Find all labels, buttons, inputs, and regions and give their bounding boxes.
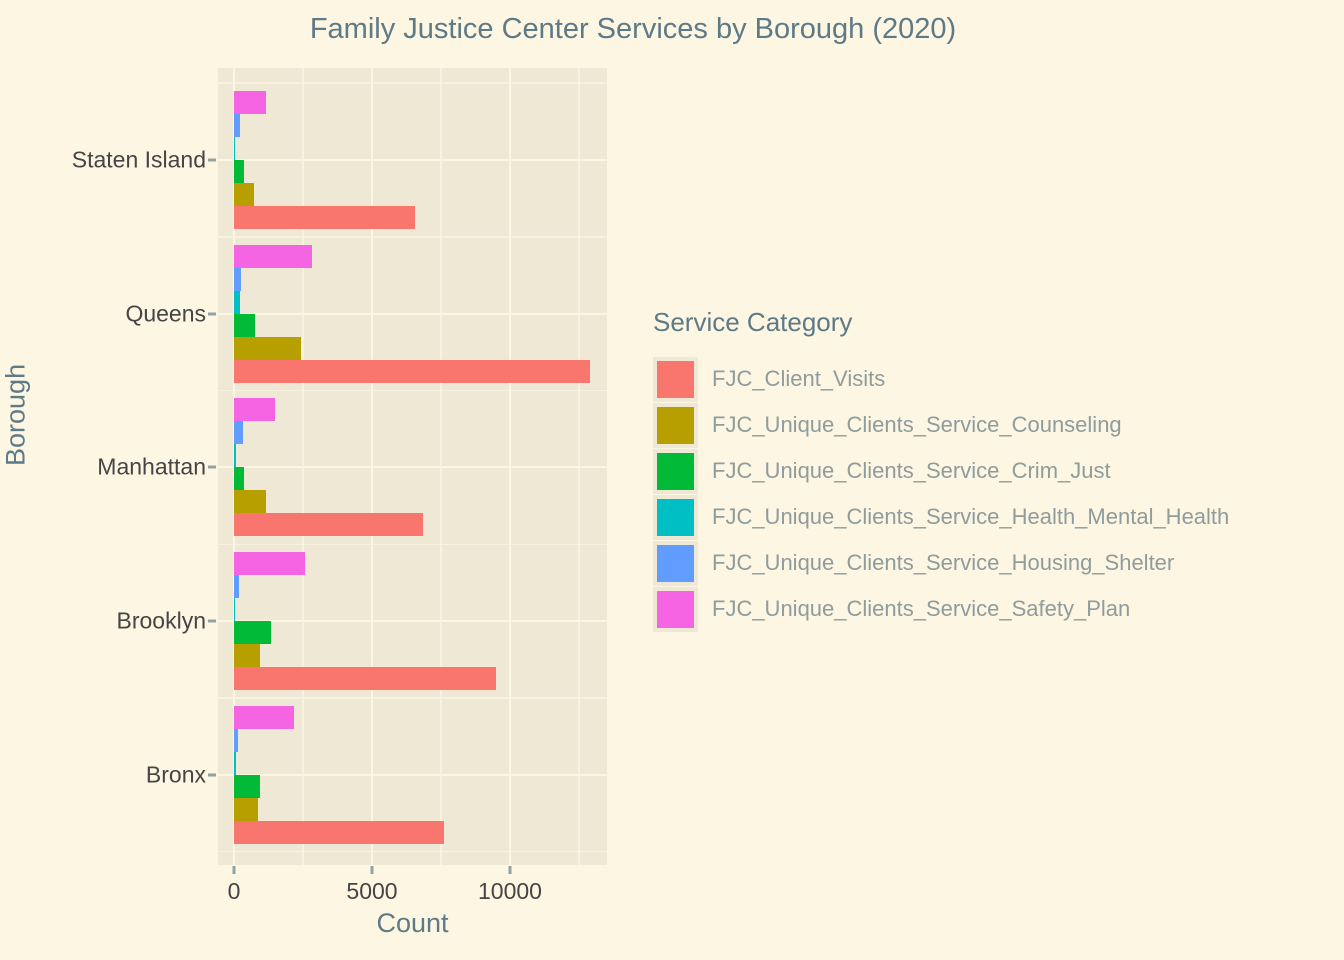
legend-item-fjc-unique-clients-service-safety-plan: FJC_Unique_Clients_Service_Safety_Plan bbox=[653, 586, 1229, 632]
minor-gridline-y-3 bbox=[218, 543, 607, 545]
y-tick-label-brooklyn: Brooklyn bbox=[116, 607, 206, 634]
bar-fjc-unique-clients-service-counseling-bronx bbox=[234, 797, 258, 821]
y-tick-mark-brooklyn bbox=[208, 619, 216, 623]
legend-key-fjc-unique-clients-service-housing-shelter bbox=[653, 540, 698, 586]
major-gridline-bronx bbox=[218, 773, 607, 776]
legend-label-fjc-unique-clients-service-crim-just: FJC_Unique_Clients_Service_Crim_Just bbox=[712, 458, 1111, 483]
x-tick-label-0: 0 bbox=[227, 878, 241, 904]
bar-fjc-unique-clients-service-safety-plan-bronx bbox=[234, 705, 294, 729]
y-tick-label-queens: Queens bbox=[125, 300, 206, 327]
x-axis-title: Count bbox=[376, 908, 449, 938]
x-tick-mark-10000 bbox=[508, 866, 512, 874]
bar-fjc-unique-clients-service-safety-plan-staten-island bbox=[234, 91, 266, 114]
legend: Service Category FJC_Client_Visits FJC_Un… bbox=[653, 307, 1229, 632]
bar-fjc-client-visits-manhattan bbox=[234, 513, 423, 537]
minor-gridline-y-1 bbox=[218, 236, 607, 238]
legend-item-fjc-unique-clients-service-crim-just: FJC_Unique_Clients_Service_Crim_Just bbox=[653, 448, 1229, 494]
y-tick-label-staten-island: Staten Island bbox=[71, 146, 206, 173]
plot-panel bbox=[218, 68, 607, 865]
legend-swatch-fjc-unique-clients-service-housing-shelter bbox=[657, 544, 694, 582]
bar-fjc-unique-clients-service-housing-shelter-bronx bbox=[234, 728, 238, 752]
legend-key-fjc-unique-clients-service-crim-just bbox=[653, 448, 698, 494]
y-tick-mark-manhattan bbox=[208, 465, 216, 469]
legend-swatch-fjc-unique-clients-service-counseling bbox=[657, 406, 694, 444]
bar-fjc-unique-clients-service-housing-shelter-manhattan bbox=[234, 421, 243, 445]
legend-key-fjc-unique-clients-service-health-mental-health bbox=[653, 494, 698, 540]
legend-swatch-fjc-client-visits bbox=[657, 360, 694, 398]
y-tick-label-manhattan: Manhattan bbox=[97, 453, 206, 480]
bar-fjc-client-visits-queens bbox=[234, 359, 590, 383]
legend-key-fjc-client-visits bbox=[653, 356, 698, 402]
legend-item-fjc-client-visits: FJC_Client_Visits bbox=[653, 356, 1229, 402]
x-tick-label-10000: 10000 bbox=[478, 878, 542, 904]
legend-items: FJC_Client_Visits FJC_Unique_Clients_Serv… bbox=[653, 356, 1229, 632]
minor-gridline-y-0 bbox=[218, 82, 607, 84]
y-axis-title: Borough bbox=[0, 363, 31, 466]
legend-swatch-fjc-unique-clients-service-health-mental-health bbox=[657, 498, 694, 536]
legend-swatch-fjc-unique-clients-service-safety-plan bbox=[657, 590, 694, 628]
x-tick-mark-0 bbox=[232, 866, 236, 874]
legend-swatch-fjc-unique-clients-service-crim-just bbox=[657, 452, 694, 490]
bar-fjc-unique-clients-service-counseling-manhattan bbox=[234, 490, 266, 514]
y-tick-label-bronx: Bronx bbox=[145, 761, 206, 788]
x-tick-mark-5000 bbox=[370, 866, 374, 874]
bar-fjc-unique-clients-service-counseling-brooklyn bbox=[234, 644, 260, 668]
x-tick-label-5000: 5000 bbox=[346, 878, 398, 904]
legend-label-fjc-unique-clients-service-health-mental-health: FJC_Unique_Clients_Service_Health_Mental… bbox=[712, 504, 1230, 529]
bar-fjc-unique-clients-service-housing-shelter-staten-island bbox=[234, 114, 240, 137]
minor-gridline-y-4 bbox=[218, 697, 607, 699]
legend-key-fjc-unique-clients-service-counseling bbox=[653, 402, 698, 448]
bar-fjc-unique-clients-service-health-mental-health-queens bbox=[234, 290, 240, 314]
bar-fjc-unique-clients-service-crim-just-manhattan bbox=[234, 467, 244, 491]
bar-fjc-client-visits-bronx bbox=[234, 820, 444, 844]
bar-fjc-unique-clients-service-health-mental-health-brooklyn bbox=[234, 598, 235, 622]
major-gridline-queens bbox=[218, 312, 607, 315]
bar-fjc-unique-clients-service-safety-plan-manhattan bbox=[234, 398, 275, 422]
bar-fjc-unique-clients-service-crim-just-brooklyn bbox=[234, 621, 271, 645]
y-tick-mark-staten-island bbox=[208, 158, 216, 162]
bar-fjc-unique-clients-service-crim-just-bronx bbox=[234, 774, 260, 798]
y-tick-mark-bronx bbox=[208, 773, 216, 777]
bar-fjc-unique-clients-service-counseling-queens bbox=[234, 336, 301, 360]
legend-label-fjc-client-visits: FJC_Client_Visits bbox=[712, 366, 886, 391]
bar-fjc-unique-clients-service-safety-plan-queens bbox=[234, 244, 312, 268]
bar-fjc-client-visits-brooklyn bbox=[234, 667, 496, 691]
major-gridline-manhattan bbox=[218, 466, 607, 469]
chart-title: Family Justice Center Services by Boroug… bbox=[309, 13, 957, 45]
bar-fjc-unique-clients-service-health-mental-health-manhattan bbox=[234, 444, 236, 468]
bar-fjc-unique-clients-service-housing-shelter-brooklyn bbox=[234, 575, 239, 599]
legend-label-fjc-unique-clients-service-housing-shelter: FJC_Unique_Clients_Service_Housing_Shelt… bbox=[712, 550, 1175, 575]
bar-fjc-unique-clients-service-health-mental-health-bronx bbox=[234, 751, 236, 775]
major-gridline-brooklyn bbox=[218, 620, 607, 623]
legend-item-fjc-unique-clients-service-housing-shelter: FJC_Unique_Clients_Service_Housing_Shelt… bbox=[653, 540, 1229, 586]
legend-label-fjc-unique-clients-service-safety-plan: FJC_Unique_Clients_Service_Safety_Plan bbox=[712, 596, 1131, 621]
legend-title: Service Category bbox=[653, 307, 853, 337]
bar-fjc-unique-clients-service-counseling-staten-island bbox=[234, 183, 254, 206]
legend-item-fjc-unique-clients-service-health-mental-health: FJC_Unique_Clients_Service_Health_Mental… bbox=[653, 494, 1229, 540]
legend-key-fjc-unique-clients-service-safety-plan bbox=[653, 586, 698, 632]
legend-label-fjc-unique-clients-service-counseling: FJC_Unique_Clients_Service_Counseling bbox=[712, 412, 1122, 437]
bar-fjc-unique-clients-service-crim-just-staten-island bbox=[234, 160, 244, 183]
minor-gridline-y-2 bbox=[218, 389, 607, 392]
y-tick-mark-queens bbox=[208, 312, 216, 316]
legend-item-fjc-unique-clients-service-counseling: FJC_Unique_Clients_Service_Counseling bbox=[653, 402, 1229, 448]
bar-fjc-unique-clients-service-housing-shelter-queens bbox=[234, 267, 241, 291]
bar-fjc-unique-clients-service-safety-plan-brooklyn bbox=[234, 552, 305, 576]
minor-gridline-y-5 bbox=[218, 850, 607, 853]
bar-fjc-unique-clients-service-crim-just-queens bbox=[234, 313, 255, 337]
bar-fjc-unique-clients-service-health-mental-health-staten-island bbox=[234, 137, 235, 160]
major-gridline-staten-island bbox=[218, 159, 607, 161]
bar-fjc-client-visits-staten-island bbox=[234, 206, 415, 229]
